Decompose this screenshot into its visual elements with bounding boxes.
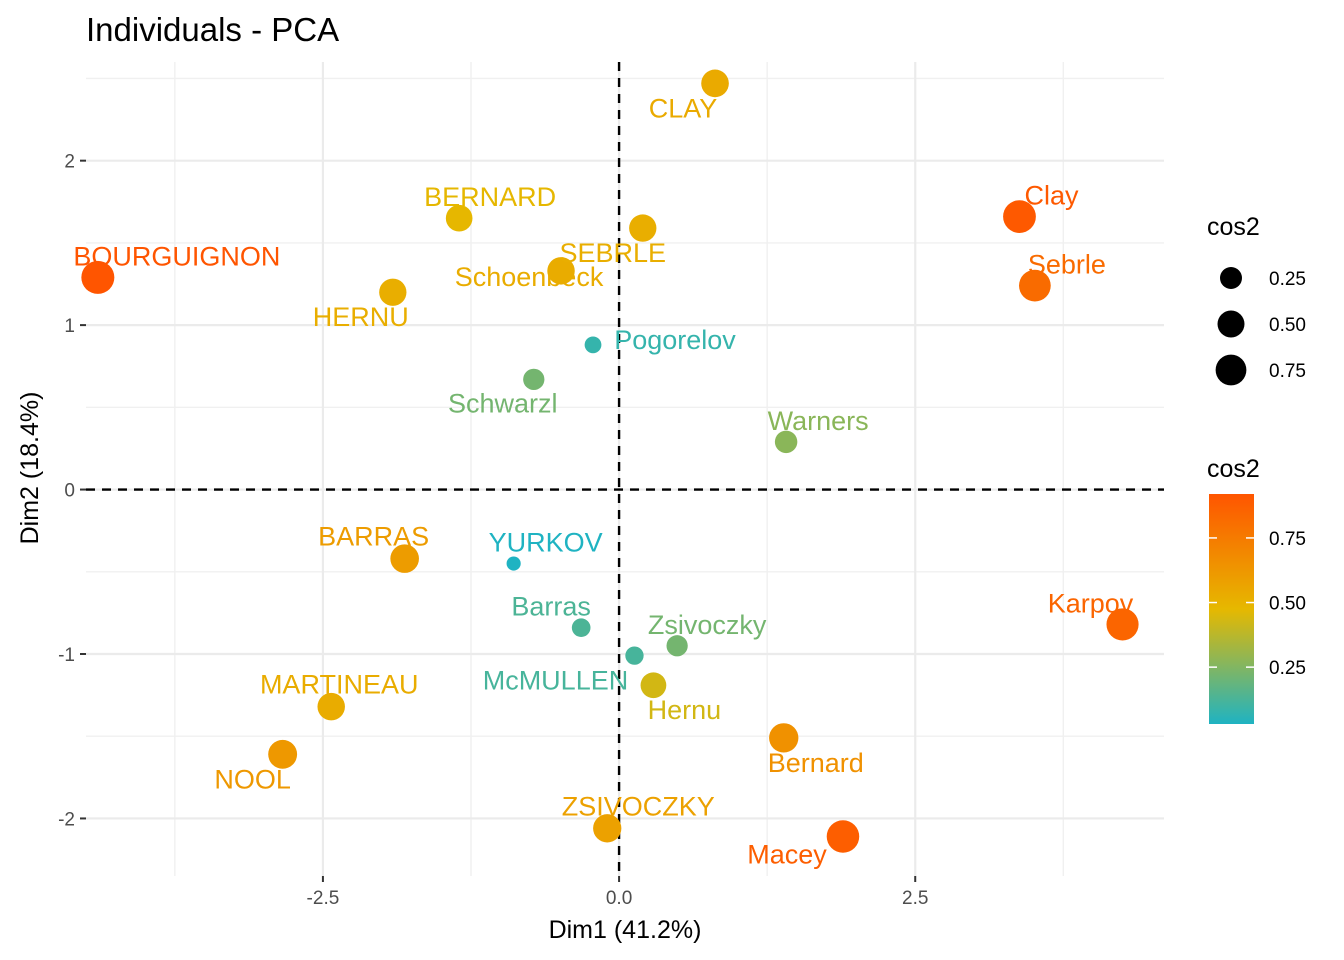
point-barras [390,544,419,573]
point-nool [268,739,298,769]
point-label: Hernu [648,695,722,725]
point-karpov [1106,608,1139,641]
reference-lines [86,62,1164,876]
point-label: Macey [747,840,827,870]
point-label: CLAY [649,93,718,123]
point-label: Schoenbeck [455,262,604,292]
point-bourguignon [81,260,115,294]
colorbar-tick-label: 0.50 [1269,594,1306,615]
point-zsivoczky [666,635,688,657]
legend-size-label: 0.50 [1269,315,1306,336]
point-label: McMULLEN [483,666,629,696]
legend-size-label: 0.25 [1269,269,1306,290]
point-sebrle [1019,269,1051,302]
point-label: BERNARD [424,182,556,212]
x-axis-label: Dim1 (41.2%) [549,916,702,944]
point-label: Karpov [1048,588,1134,618]
legend-size-swatch [1215,354,1247,386]
point-label: HERNU [313,302,409,332]
x-tick-label: 2.5 [902,888,928,909]
point-warners [774,430,798,454]
y-tick-label: 0 [64,481,75,502]
point-label: Bernard [768,748,864,778]
point-label: ZSIVOCZKY [562,791,715,821]
point-label: YURKOV [489,528,603,558]
point-label: SEBRLE [559,238,666,268]
x-tick-label: 0.0 [606,888,632,909]
legend-color: cos2 0.25 0.50 0.75 [1207,455,1306,724]
point-bernard [769,723,799,753]
y-axis: -2 -1 0 1 2 [58,152,86,830]
colorbar-tick-label: 0.75 [1269,529,1306,550]
y-tick-label: 2 [64,152,75,173]
legend-size-label: 0.75 [1269,361,1306,382]
point-zsivoczky [593,814,622,843]
point-hernu [379,278,407,306]
point-clay [701,69,729,98]
x-axis: -2.5 0.0 2.5 [307,876,928,909]
point-label: Warners [768,406,869,436]
point-label: Barras [511,592,591,622]
point-barras [571,618,591,638]
legend-size: cos2 0.25 0.50 0.75 [1207,213,1306,386]
point-hernu [640,672,667,699]
point-martineau [317,692,345,721]
y-tick-label: -1 [58,645,75,666]
legend-size-swatch [1217,310,1245,338]
point-clay [1003,200,1036,233]
point-label: MARTINEAU [260,670,419,700]
legend-size-swatch [1220,267,1242,289]
point-macey [826,820,860,853]
point-yurkov [506,556,521,571]
point-label: Zsivoczky [648,610,767,640]
grid-major [86,62,1164,876]
point-label: Schwarzl [448,388,558,418]
point-label: Clay [1024,181,1079,211]
point-pogorelov [584,336,602,354]
point-label: BARRAS [318,522,429,552]
point-label: NOOL [214,764,291,794]
point-schwarzl [523,368,545,391]
chart-title: Individuals - PCA [86,11,339,48]
data-points [81,69,1139,853]
legend-color-title: cos2 [1207,455,1260,483]
point-label: Pogorelov [614,325,736,355]
colorbar [1209,494,1254,724]
point-label: Sebrle [1028,250,1106,280]
y-tick-label: -2 [58,809,75,830]
point-label: BOURGUIGNON [73,241,280,271]
colorbar-tick-label: 0.25 [1269,658,1306,679]
point-schoenbeck [547,257,575,285]
y-axis-label: Dim2 (18.4%) [16,392,44,545]
x-tick-label: -2.5 [307,888,340,909]
point-bernard [445,204,473,232]
legend-size-title: cos2 [1207,213,1260,241]
grid-minor [86,62,1164,876]
point-mcmullen [625,646,644,665]
point-sebrle [629,214,657,242]
y-tick-label: 1 [64,316,75,337]
